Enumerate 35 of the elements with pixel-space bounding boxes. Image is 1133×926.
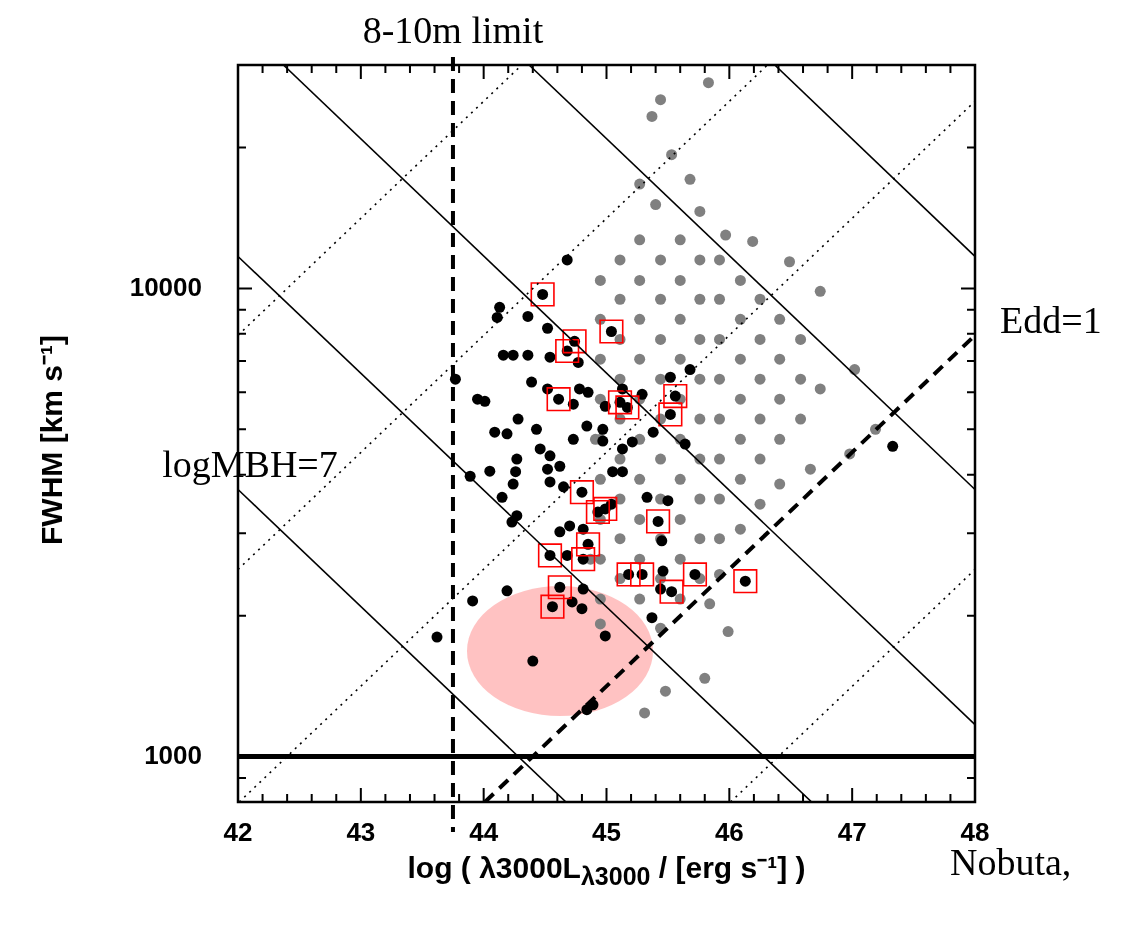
- point: [645, 509, 671, 534]
- y-tick-label: 10000: [129, 271, 202, 302]
- annotation: Edd=1: [1000, 299, 1102, 342]
- ref-line-label: 8-10m limit: [362, 8, 544, 51]
- x-tick-label: 47: [837, 816, 867, 847]
- point: [555, 338, 580, 364]
- point: [733, 569, 758, 594]
- point: [530, 282, 555, 307]
- point: [607, 390, 633, 415]
- point: [658, 402, 683, 427]
- point: [571, 547, 596, 572]
- x-tick-label: 44: [469, 816, 499, 847]
- point: [569, 480, 595, 505]
- point: [546, 387, 571, 412]
- x-axis-title: log ( λ3000L$_{λ3000}$ / [erg s⁻¹] ): [407, 851, 806, 890]
- x-tick-label: 42: [223, 816, 253, 847]
- point: [585, 499, 611, 525]
- point: [663, 383, 688, 409]
- x-tick-label: 43: [346, 816, 376, 847]
- point: [537, 543, 563, 568]
- point: [630, 562, 655, 587]
- point: [547, 575, 572, 600]
- point: [593, 496, 618, 522]
- point: [599, 319, 624, 344]
- y-tick-label: 1000: [144, 739, 202, 770]
- point: [562, 329, 587, 354]
- point: [682, 562, 708, 587]
- point: [615, 395, 640, 420]
- x-tick-label: 45: [592, 816, 621, 847]
- point: [575, 532, 601, 557]
- y-axis-title: FWHM [km s⁻¹]: [33, 335, 69, 545]
- point: [540, 594, 565, 619]
- point: [659, 579, 684, 604]
- point: [616, 562, 641, 587]
- x-tick-label: 46: [714, 816, 744, 847]
